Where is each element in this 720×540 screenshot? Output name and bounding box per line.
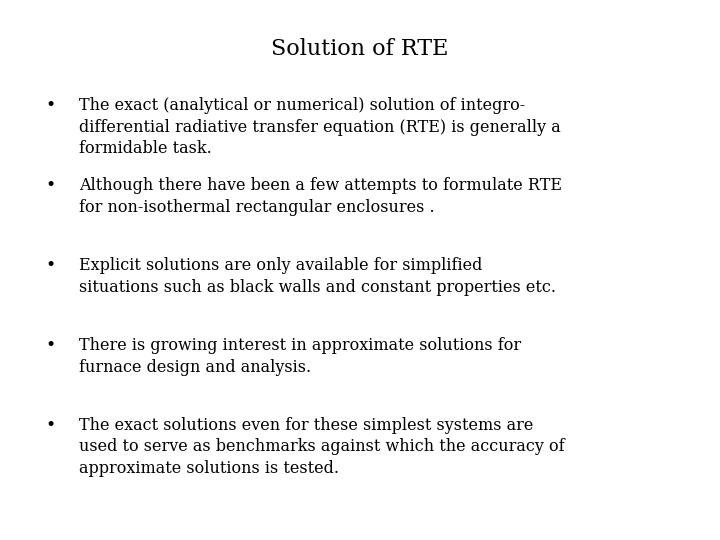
Text: Solution of RTE: Solution of RTE [271, 38, 449, 60]
Text: The exact (analytical or numerical) solution of integro-
differential radiative : The exact (analytical or numerical) solu… [79, 97, 561, 157]
Text: •: • [45, 257, 55, 274]
Text: •: • [45, 97, 55, 114]
Text: •: • [45, 337, 55, 354]
Text: There is growing interest in approximate solutions for
furnace design and analys: There is growing interest in approximate… [79, 337, 521, 375]
Text: The exact solutions even for these simplest systems are
used to serve as benchma: The exact solutions even for these simpl… [79, 417, 564, 477]
Text: Explicit solutions are only available for simplified
situations such as black wa: Explicit solutions are only available fo… [79, 257, 557, 295]
Text: Although there have been a few attempts to formulate RTE
for non-isothermal rect: Although there have been a few attempts … [79, 177, 562, 215]
Text: •: • [45, 177, 55, 194]
Text: •: • [45, 417, 55, 434]
